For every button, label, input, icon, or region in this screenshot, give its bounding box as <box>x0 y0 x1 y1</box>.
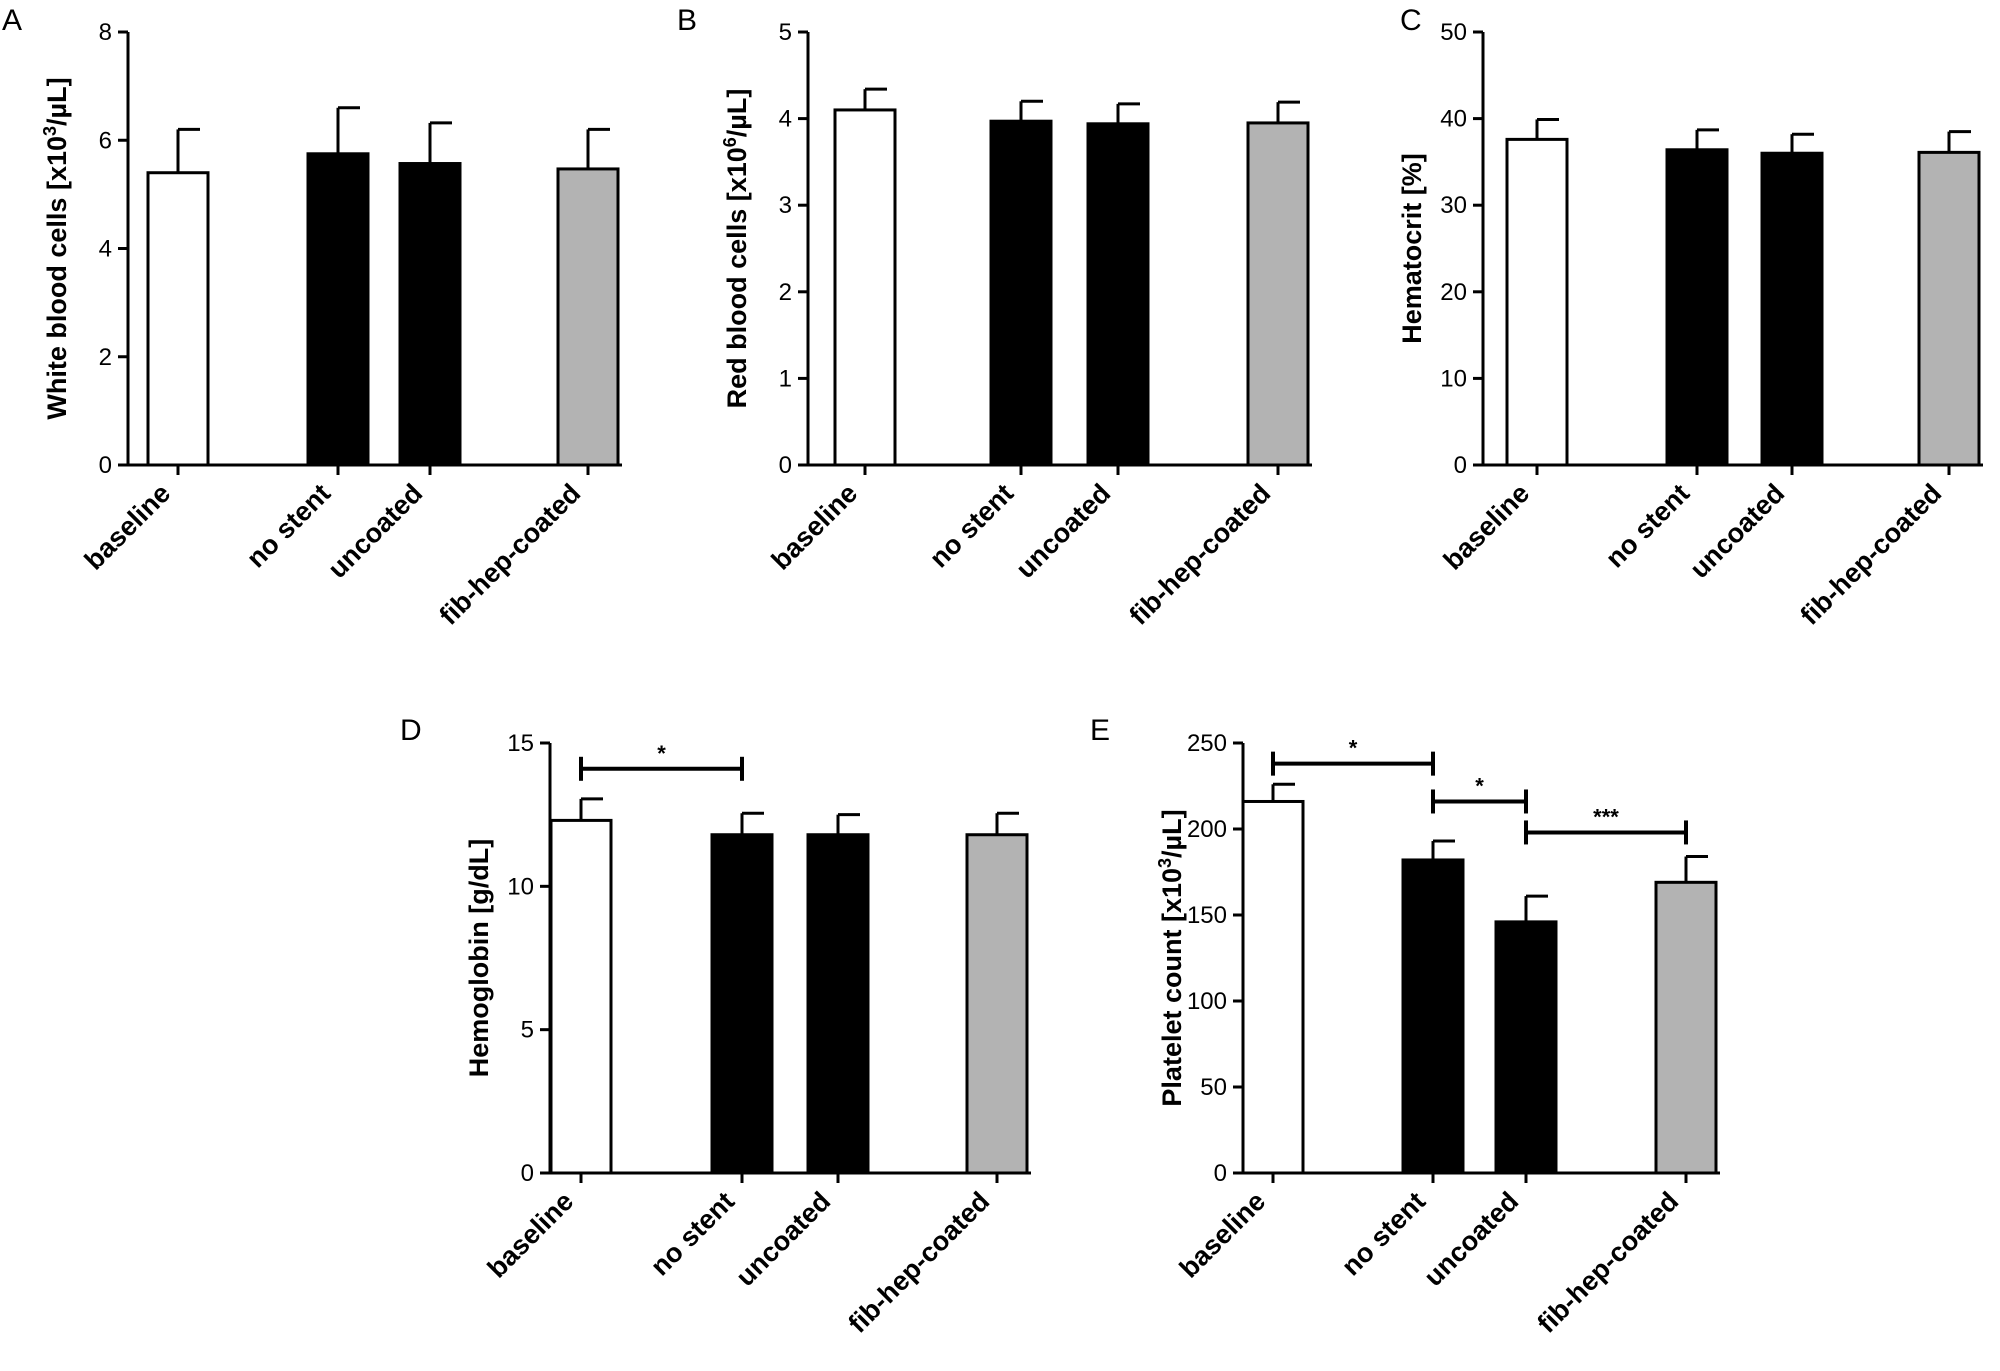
y-tick-label: 5 <box>779 19 792 46</box>
y-tick-label: 2 <box>99 344 112 371</box>
x-tick-label: no stent <box>241 478 336 573</box>
y-axis-label: Red blood cells [x106/µL] <box>720 89 752 409</box>
bar-no-stent <box>1401 858 1465 1175</box>
bar-fib-hep-coated <box>1917 150 1981 467</box>
x-tick-label: uncoated <box>730 1186 836 1292</box>
x-tick-label: uncoated <box>1684 478 1790 584</box>
x-tick-label: baseline <box>482 1186 580 1284</box>
y-tick-label: 10 <box>1440 365 1467 392</box>
bar-fib-hep-coated <box>1654 880 1718 1175</box>
x-tick-label: fib-hep-coated <box>1532 1186 1685 1339</box>
y-tick-label: 250 <box>1187 730 1227 757</box>
bar-uncoated <box>806 833 870 1175</box>
x-tick-label: no stent <box>645 1186 740 1281</box>
panel-letter: E <box>1090 714 1110 747</box>
y-tick-label: 20 <box>1440 279 1467 306</box>
y-axis-label: White blood cells [x103/µL] <box>40 77 72 419</box>
bar-baseline <box>1241 799 1305 1175</box>
panel-platelet-count: E 0 50 100 150 200 250 baseline no stentuncoated… <box>1090 714 1720 1339</box>
bar-no-stent <box>710 833 774 1175</box>
panel-letter: A <box>2 4 22 37</box>
bar-no-stent <box>1665 148 1729 467</box>
y-tick-label: 50 <box>1440 19 1467 46</box>
y-tick-label: 40 <box>1440 106 1467 133</box>
y-tick-label: 0 <box>99 452 112 479</box>
bar-uncoated <box>1760 151 1824 467</box>
panel-letter: C <box>1400 4 1422 37</box>
bar-fib-hep-coated <box>556 167 620 467</box>
bar-no-stent <box>306 152 370 467</box>
x-tick-label: no stent <box>924 478 1019 573</box>
y-tick-label: 0 <box>779 452 792 479</box>
bar-baseline <box>146 171 210 467</box>
significance-label: *** <box>1593 804 1619 829</box>
x-tick-label: uncoated <box>322 478 428 584</box>
y-tick-label: 1 <box>779 365 792 392</box>
y-tick-label: 0 <box>1454 452 1467 479</box>
x-tick-label: fib-hep-coated <box>434 478 587 631</box>
y-tick-label: 50 <box>1200 1074 1227 1101</box>
y-tick-label: 100 <box>1187 988 1227 1015</box>
x-tick-label: baseline <box>1174 1186 1272 1284</box>
y-axis-label: Hemoglobin [g/dL] <box>464 839 494 1077</box>
y-tick-label: 0 <box>1214 1160 1227 1187</box>
panel-letter: B <box>677 4 697 37</box>
y-tick-label: 15 <box>507 730 534 757</box>
x-tick-label: baseline <box>766 478 864 576</box>
x-tick-label: fib-hep-coated <box>1795 478 1948 631</box>
y-tick-label: 2 <box>779 279 792 306</box>
y-axis-label: Platelet count [x103/µL] <box>1155 809 1187 1106</box>
x-tick-label: uncoated <box>1418 1186 1524 1292</box>
y-tick-label: 3 <box>779 192 792 219</box>
y-tick-label: 150 <box>1187 902 1227 929</box>
y-tick-label: 4 <box>99 236 112 263</box>
y-axis-label: Hematocrit [%] <box>1397 153 1427 344</box>
bar-fib-hep-coated <box>1246 121 1310 467</box>
y-tick-label: 5 <box>521 1017 534 1044</box>
x-tick-label: no stent <box>1600 478 1695 573</box>
panel-letter: D <box>400 714 422 747</box>
x-tick-label: fib-hep-coated <box>843 1186 996 1339</box>
x-tick-label: fib-hep-coated <box>1124 478 1277 631</box>
significance-label: * <box>657 741 666 766</box>
y-tick-label: 8 <box>99 19 112 46</box>
y-tick-label: 4 <box>779 106 792 133</box>
bar-no-stent <box>989 119 1053 467</box>
y-tick-label: 10 <box>507 873 534 900</box>
bar-uncoated <box>398 162 462 467</box>
y-tick-label: 200 <box>1187 816 1227 843</box>
y-tick-label: 0 <box>521 1160 534 1187</box>
bar-uncoated <box>1494 920 1558 1175</box>
x-tick-label: uncoated <box>1010 478 1116 584</box>
bar-baseline <box>1505 137 1569 467</box>
x-tick-label: no stent <box>1336 1186 1431 1281</box>
y-tick-label: 30 <box>1440 192 1467 219</box>
bar-baseline <box>833 108 897 467</box>
x-tick-label: baseline <box>79 478 177 576</box>
significance-label: * <box>1475 773 1484 798</box>
bar-uncoated <box>1086 122 1150 467</box>
significance-label: * <box>1349 736 1358 761</box>
bar-fib-hep-coated <box>965 833 1029 1175</box>
bar-baseline <box>549 818 613 1175</box>
y-tick-label: 6 <box>99 127 112 154</box>
x-tick-label: baseline <box>1438 478 1536 576</box>
